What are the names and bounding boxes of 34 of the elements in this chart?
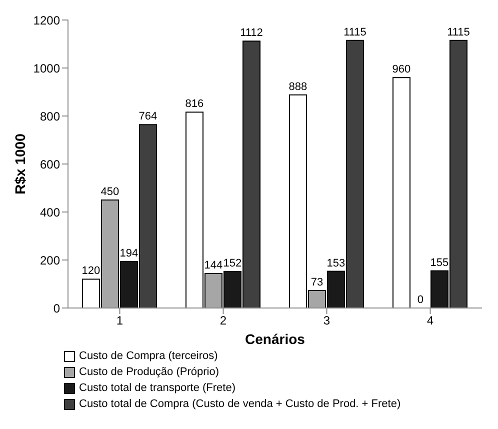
y-tick-label: 600	[40, 157, 60, 172]
x-tick-label: 4	[426, 314, 434, 328]
data-label: 960	[392, 64, 411, 76]
x-axis-title: Cenários	[245, 331, 306, 347]
data-label: 450	[100, 186, 120, 198]
data-label: 144	[204, 259, 223, 272]
y-tick-label: 0	[53, 301, 60, 316]
data-label: 764	[138, 110, 158, 123]
y-tick-label: 1000	[33, 61, 60, 76]
data-label: 0	[417, 294, 424, 306]
data-label: 120	[82, 265, 100, 278]
x-tick-label: 3	[323, 314, 330, 328]
data-label: 1115	[447, 26, 470, 38]
data-label: 888	[288, 80, 308, 93]
bar	[392, 77, 410, 308]
data-label: 194	[120, 247, 138, 260]
y-tick-label: 1200	[33, 13, 60, 28]
data-label: 73	[310, 276, 324, 288]
data-label: 155	[430, 256, 449, 269]
x-tick-label: 1	[116, 314, 124, 328]
data-label: 1112	[240, 27, 263, 40]
data-label: 152	[223, 258, 242, 270]
data-label: 816	[185, 98, 204, 110]
y-tick-label: 800	[40, 109, 60, 124]
legend-label: Custo total de transporte (Frete)	[79, 381, 236, 396]
y-tick-label: 200	[40, 253, 60, 268]
legend-label: Custo de Compra (terceiros)	[79, 349, 218, 364]
y-axis-title: R$x 1000	[12, 133, 28, 194]
data-label: 1115	[344, 26, 366, 38]
legend-label: Custo total de Compra (Custo de venda + Custo de Prod. + Frete)	[79, 397, 401, 412]
x-tick-label: 2	[220, 314, 227, 328]
legend-label: Custo de Produção (Próprio)	[79, 365, 220, 380]
data-label: 153	[326, 257, 346, 270]
y-tick-label: 400	[40, 205, 60, 220]
